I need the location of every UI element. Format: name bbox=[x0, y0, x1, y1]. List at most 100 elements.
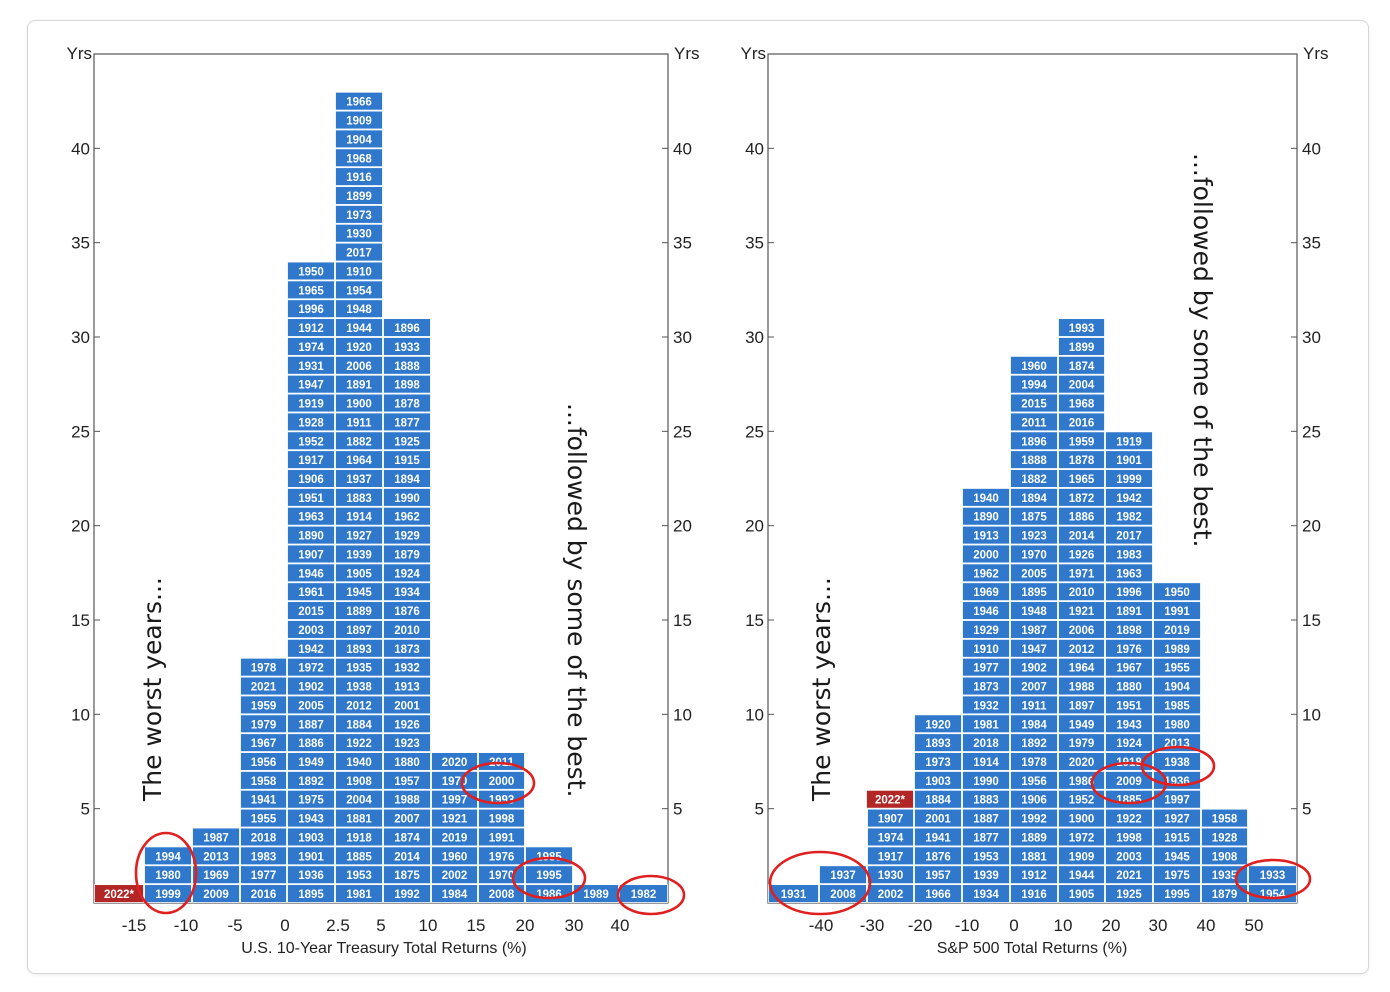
year-label: 1882 bbox=[346, 436, 372, 448]
year-label: 1976 bbox=[1116, 644, 1142, 656]
bar-cell bbox=[478, 771, 525, 790]
y-tick-label-left: 10 bbox=[71, 705, 90, 724]
year-label: 1968 bbox=[1069, 399, 1095, 411]
y-axis-label-left: Yrs bbox=[741, 44, 767, 63]
bar-cell bbox=[240, 752, 287, 771]
year-label: 1929 bbox=[973, 625, 999, 637]
bar-cell bbox=[335, 431, 383, 451]
bar-cell bbox=[1010, 714, 1058, 734]
year-label: 1989 bbox=[1164, 644, 1190, 656]
bar-cell bbox=[1058, 563, 1105, 583]
bar-cell bbox=[383, 752, 431, 771]
histogram-bin: 1916 1912 1881 1889 1992 1906 1956 1978 1892 1984… bbox=[1010, 355, 1058, 903]
year-label: 2019 bbox=[1164, 625, 1190, 637]
bar-cell bbox=[1105, 827, 1153, 847]
year-label: 1884 bbox=[346, 719, 372, 731]
bar-cell bbox=[240, 884, 287, 903]
year-label: 2008 bbox=[830, 889, 856, 901]
bar-cell bbox=[867, 827, 914, 847]
bar-cell bbox=[1153, 582, 1201, 602]
bar-cell bbox=[478, 827, 525, 847]
bar-cell bbox=[335, 355, 383, 375]
bar-cell bbox=[240, 865, 287, 885]
year-label: 1935 bbox=[1212, 870, 1238, 882]
year-label: 1953 bbox=[973, 851, 999, 863]
bar-cell bbox=[1105, 469, 1153, 488]
bar-cell bbox=[1010, 374, 1058, 394]
year-label: 1991 bbox=[489, 832, 515, 844]
bar-cell bbox=[335, 620, 383, 639]
bar-cell bbox=[240, 695, 287, 715]
bar-cell bbox=[1105, 601, 1153, 620]
y-tick-label-left: 25 bbox=[71, 422, 90, 441]
bar-cell bbox=[1010, 563, 1058, 583]
annotation-worst-years: The worst years... bbox=[807, 577, 836, 802]
year-label: 1904 bbox=[346, 134, 372, 146]
bar-cell bbox=[335, 186, 383, 205]
y-axis-label-left: Yrs bbox=[67, 44, 93, 63]
bar-cell bbox=[1010, 525, 1058, 545]
x-tick-label: 30 bbox=[565, 916, 584, 935]
year-label: 1904 bbox=[1164, 682, 1190, 694]
year-label: 1880 bbox=[1116, 682, 1142, 694]
bar-cell bbox=[192, 827, 240, 847]
bar-cell bbox=[478, 846, 525, 866]
year-label: 1972 bbox=[1069, 832, 1095, 844]
bar-cell bbox=[431, 771, 478, 790]
bar-cell bbox=[914, 771, 962, 790]
bar-cell bbox=[914, 884, 962, 903]
year-label: 1889 bbox=[1021, 832, 1047, 844]
bar-cell bbox=[1058, 846, 1105, 866]
year-label: 1971 bbox=[1069, 568, 1095, 580]
bar-cell bbox=[431, 884, 478, 903]
year-label: 1997 bbox=[442, 795, 468, 807]
bar-cell bbox=[962, 884, 1010, 903]
histogram-bin: 2002 1930 1917 1974 1907 bbox=[867, 808, 914, 903]
bar-cell bbox=[431, 808, 478, 828]
histogram-bin: 2009 1969 2013 1987 bbox=[192, 827, 240, 903]
year-label: 1911 bbox=[347, 417, 373, 429]
bar-cell bbox=[335, 638, 383, 658]
bar-cell bbox=[914, 733, 962, 752]
bar-cell bbox=[1153, 846, 1201, 866]
bar-cell bbox=[1105, 808, 1153, 828]
y-tick-label-right: 25 bbox=[1302, 422, 1321, 441]
y-tick-label-right: 30 bbox=[1302, 328, 1321, 347]
bar-cell bbox=[287, 393, 335, 413]
bar-cell bbox=[287, 299, 335, 319]
year-label: 1977 bbox=[973, 663, 999, 675]
year-label: 1893 bbox=[925, 738, 951, 750]
year-label: 1897 bbox=[346, 625, 372, 637]
bar-cell bbox=[962, 714, 1010, 734]
year-label: 1930 bbox=[346, 229, 372, 241]
x-tick-label: -15 bbox=[122, 916, 147, 935]
year-label: 2014 bbox=[1069, 531, 1095, 543]
bar-cell bbox=[525, 865, 573, 885]
bar-cell bbox=[383, 488, 431, 507]
bar-cell bbox=[287, 808, 335, 828]
bar-cell bbox=[335, 318, 383, 337]
y-axis-label-right: Yrs bbox=[674, 44, 700, 63]
bar-cell bbox=[867, 846, 914, 866]
year-label: 1887 bbox=[298, 719, 324, 731]
bar-cell bbox=[287, 280, 335, 300]
y-tick-label-left: 15 bbox=[71, 611, 90, 630]
bar-cell bbox=[1010, 620, 1058, 639]
bar-cell bbox=[1010, 450, 1058, 469]
year-label: 1927 bbox=[1164, 814, 1190, 826]
year-label: 1969 bbox=[973, 587, 999, 599]
year-label: 1902 bbox=[1021, 663, 1047, 675]
year-label: 2020 bbox=[442, 757, 468, 769]
bar-cell bbox=[335, 261, 383, 281]
bar-cell bbox=[335, 827, 383, 847]
bar-cell bbox=[287, 337, 335, 356]
year-label: 1926 bbox=[394, 719, 420, 731]
year-label: 1975 bbox=[298, 795, 324, 807]
year-label: 1974 bbox=[878, 832, 904, 844]
bar-cell bbox=[1105, 676, 1153, 696]
bar-cell bbox=[383, 620, 431, 639]
bar-cell bbox=[335, 808, 383, 828]
year-label: 1967 bbox=[1116, 663, 1142, 675]
year-label: 1966 bbox=[346, 97, 372, 109]
